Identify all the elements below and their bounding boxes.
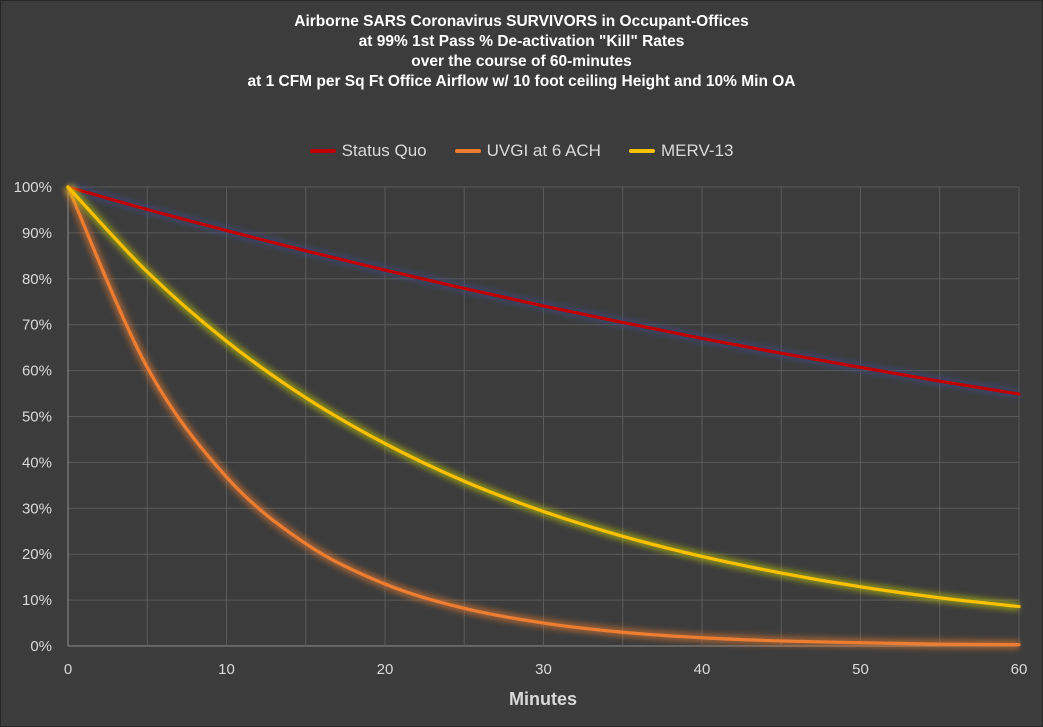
series-line-status-quo <box>66 185 1021 396</box>
legend-swatch-merv13 <box>628 149 655 153</box>
y-tick-label: 80% <box>22 271 52 288</box>
y-tick-label: 70% <box>22 317 52 334</box>
x-tick-label: 10 <box>218 661 235 678</box>
y-tick-label: 0% <box>30 638 52 655</box>
series-group <box>63 182 1021 650</box>
title-line-3: over the course of 60-minutes <box>411 53 632 70</box>
tick-labels: 0% 10% 20% 30% 40% 50% 60% 70% 80% 90% 100% 0 10 20 30… <box>14 179 1028 678</box>
x-axis-label: Minutes <box>509 689 577 709</box>
series-line-merv-13 <box>66 185 1021 609</box>
grid <box>67 186 1020 647</box>
y-tick-label: 10% <box>22 592 52 609</box>
legend-item-merv13: MERV-13 <box>628 141 734 161</box>
y-tick-label: 30% <box>22 500 52 517</box>
x-tick-label: 30 <box>535 661 552 678</box>
legend-label-merv13: MERV-13 <box>660 141 734 160</box>
title-line-4: at 1 CFM per Sq Ft Office Airflow w/ 10 … <box>247 73 796 90</box>
title-line-2: at 99% 1st Pass % De-activation "Kill" R… <box>358 33 685 50</box>
y-tick-label: 40% <box>22 454 52 471</box>
x-tick-label: 0 <box>64 661 72 678</box>
y-tick-label: 20% <box>22 546 52 563</box>
legend: Status Quo UVGI at 6 ACH MERV-13 <box>1 141 1042 161</box>
chart-title: Airborne SARS Coronavirus SURVIVORS in O… <box>1 12 1042 92</box>
y-tick-label: 60% <box>22 363 52 380</box>
legend-item-status-quo: Status Quo <box>309 141 427 161</box>
legend-item-uvgi: UVGI at 6 ACH <box>454 141 601 161</box>
series-line-uvgi-at-6-ach <box>66 185 1021 647</box>
legend-swatch-uvgi <box>454 149 481 153</box>
x-tick-label: 60 <box>1011 661 1028 678</box>
legend-swatch-status-quo <box>309 149 336 153</box>
x-tick-label: 20 <box>377 661 394 678</box>
y-tick-label: 50% <box>22 409 52 426</box>
y-tick-label: 100% <box>14 179 52 196</box>
y-tick-label: 90% <box>22 225 52 242</box>
title-line-1: Airborne SARS Coronavirus SURVIVORS in O… <box>294 13 749 30</box>
legend-label-uvgi: UVGI at 6 ACH <box>486 141 601 160</box>
x-tick-label: 40 <box>694 661 711 678</box>
legend-label-status-quo: Status Quo <box>341 141 427 160</box>
x-tick-label: 50 <box>852 661 869 678</box>
